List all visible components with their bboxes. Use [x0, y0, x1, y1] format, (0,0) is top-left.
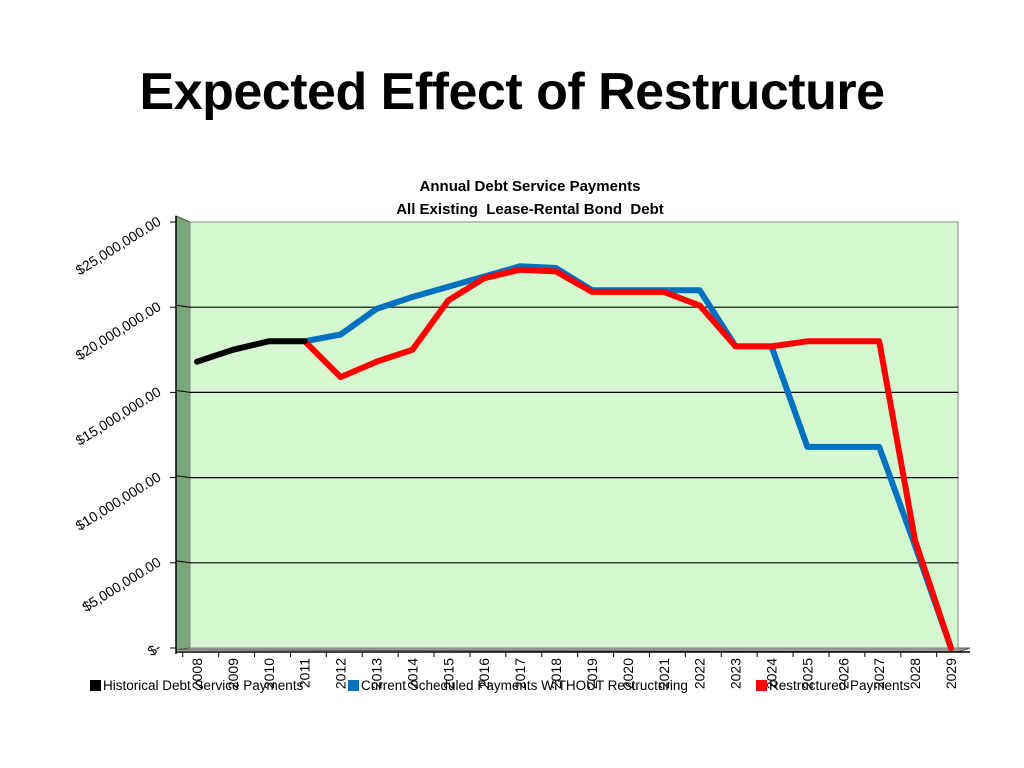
x-tick-label: 2024 [763, 658, 779, 689]
x-tick-label: 2019 [584, 658, 600, 689]
legend-swatch [90, 680, 101, 691]
x-tick-label: 2021 [656, 658, 672, 689]
x-tick-label: 2014 [404, 658, 420, 689]
chart-side-wall [175, 215, 191, 651]
y-tick-label: $25,000,000.00 [73, 213, 164, 278]
x-tick-label: 2008 [189, 658, 205, 689]
gridline-depth [175, 389, 191, 393]
restructured-series-line [301, 266, 954, 651]
y-tick-label: $10,000,000.00 [73, 468, 164, 533]
chart-subtitle: All Existing Lease-Rental Bond Debt [396, 201, 664, 218]
y-tick-label: $15,000,000.00 [73, 383, 164, 448]
y-tick-label: $- [145, 639, 164, 659]
x-tick-label: 2022 [692, 658, 708, 689]
y-tick-label: $20,000,000.00 [73, 298, 164, 363]
legend-swatch [756, 680, 767, 691]
x-tick-label: 2028 [907, 658, 923, 689]
gridline-depth [175, 475, 191, 479]
gridline-depth [175, 560, 191, 564]
x-tick-label: 2013 [369, 658, 385, 689]
legend-label: Restructured Payments [769, 678, 910, 693]
x-tick-label: 2029 [943, 658, 959, 689]
chart-title: Annual Debt Service Payments [420, 178, 641, 195]
x-tick-label: 2018 [548, 658, 564, 689]
legend-label: Current Scheduled Payments WITHOUT Restr… [361, 678, 688, 693]
gridline-depth [175, 304, 191, 308]
x-tick-label: 2023 [728, 658, 744, 689]
x-tick-label: 2027 [871, 658, 887, 689]
legend-label: Historical Debt Service Payments [103, 678, 304, 693]
legend-swatch [348, 680, 359, 691]
historical-series-line [194, 338, 308, 365]
x-tick-label: 2015 [440, 658, 456, 689]
y-tick-label: $5,000,000.00 [79, 554, 164, 615]
x-tick-label: 2026 [835, 658, 851, 689]
x-tick-label: 2025 [799, 658, 815, 689]
x-tick-label: 2020 [620, 658, 636, 689]
x-tick-label: 2016 [476, 658, 492, 689]
plot-area [189, 221, 959, 649]
x-tick-label: 2012 [333, 658, 349, 689]
x-tick-label: 2010 [261, 658, 277, 689]
x-tick-label: 2017 [512, 658, 528, 689]
slide-title: Expected Effect of Restructure [139, 63, 885, 121]
x-tick-label: 2009 [225, 658, 241, 689]
x-tick-label: 2011 [297, 658, 313, 688]
